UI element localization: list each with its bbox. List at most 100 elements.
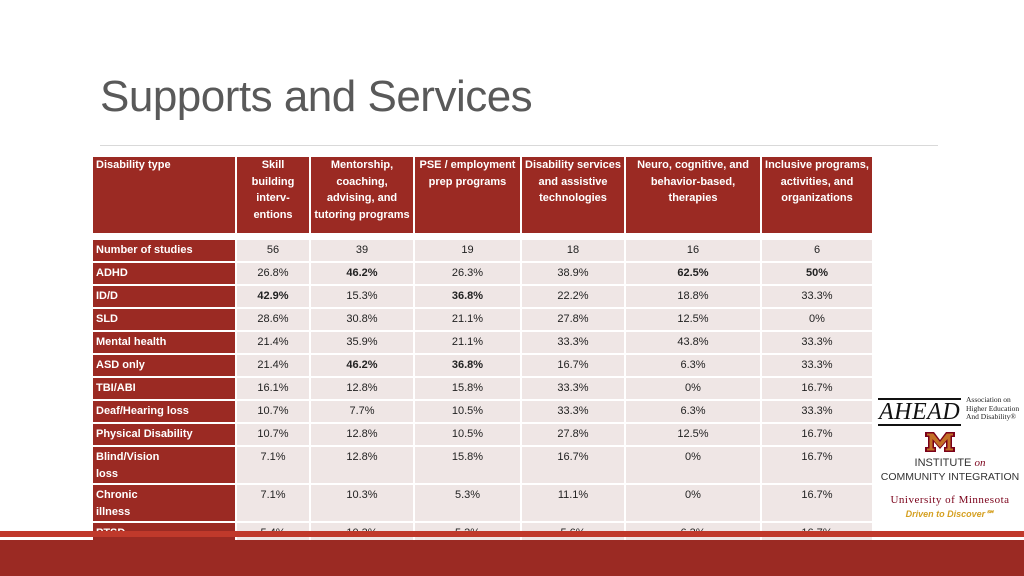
table-row: Blind/Vision loss 7.1% 12.8% 15.8% 16.7% 0% 16.… (93, 447, 872, 483)
table-cell: 7.7% (311, 401, 413, 422)
table-row: ID/D 42.9% 15.3% 36.8% 22.2% 18.8% 33.3% (93, 286, 872, 307)
table-cell: 50% (762, 263, 872, 284)
table-cell: 38.9% (522, 263, 624, 284)
table-cell: 36.8% (415, 355, 520, 376)
table-cell: 36.8% (415, 286, 520, 307)
row-label: ID/D (93, 286, 235, 307)
table-cell: 16.1% (237, 378, 309, 399)
table-cell: 33.3% (522, 401, 624, 422)
row-label: Chronic illness (93, 485, 235, 521)
header-neuro-therapies: Neuro, cognitive, and behavior-based, ther… (626, 157, 760, 233)
header-inclusive-programs: Inclusive programs, activities, and organi… (762, 157, 872, 233)
table-cell: 22.2% (522, 286, 624, 307)
table-row: Mental health 21.4% 35.9% 21.1% 33.3% 43.8% 33… (93, 332, 872, 353)
ici-name-line2: COMMUNITY INTEGRATION (880, 471, 1020, 483)
ahead-logo: AHEAD Association on Higher Education An… (878, 395, 1024, 430)
table-cell: 19 (415, 240, 520, 261)
table-cell: 10.5% (415, 424, 520, 445)
table-body: Number of studies 56 39 19 18 16 6 ADHD 26.8% 46.… (93, 240, 872, 544)
table-cell: 12.5% (626, 424, 760, 445)
ahead-wordmark: AHEAD (878, 398, 962, 426)
table-row: SLD 28.6% 30.8% 21.1% 27.8% 12.5% 0% (93, 309, 872, 330)
table-cell: 12.8% (311, 378, 413, 399)
table-cell: 10.5% (415, 401, 520, 422)
table-cell: 43.8% (626, 332, 760, 353)
table-cell: 12.8% (311, 424, 413, 445)
table-cell: 16.7% (522, 447, 624, 483)
table-cell: 7.1% (237, 485, 309, 521)
row-label: SLD (93, 309, 235, 330)
table-row: ASD only 21.4% 46.2% 36.8% 16.7% 6.3% 33.3% (93, 355, 872, 376)
table-cell: 27.8% (522, 309, 624, 330)
table-cell: 28.6% (237, 309, 309, 330)
table-cell: 0% (762, 309, 872, 330)
table-cell: 27.8% (522, 424, 624, 445)
footer-band (0, 540, 1024, 576)
table-cell: 56 (237, 240, 309, 261)
table-cell: 15.8% (415, 378, 520, 399)
row-label: Mental health (93, 332, 235, 353)
table-cell: 0% (626, 378, 760, 399)
table-cell: 21.1% (415, 332, 520, 353)
table-cell: 12.8% (311, 447, 413, 483)
supports-table: Disability type Skill building interv-ent… (91, 155, 874, 546)
table-cell: 12.5% (626, 309, 760, 330)
table-cell: 33.3% (762, 401, 872, 422)
table-cell: 26.3% (415, 263, 520, 284)
row-label: Physical Disability (93, 424, 235, 445)
umn-wordmark: University of Minnesota (890, 494, 1010, 506)
table-cell: 62.5% (626, 263, 760, 284)
table-cell: 15.3% (311, 286, 413, 307)
table-row: Chronic illness 7.1% 10.3% 5.3% 11.1% 0% 16.7% (93, 485, 872, 521)
umn-tagline: Driven to Discover℠ (905, 509, 995, 519)
table-cell: 46.2% (311, 355, 413, 376)
table-cell: 10.3% (311, 485, 413, 521)
table-row: Physical Disability 10.7% 12.8% 10.5% 27.8% 1… (93, 424, 872, 445)
table-cell: 26.8% (237, 263, 309, 284)
table-cell: 39 (311, 240, 413, 261)
table-cell: 33.3% (762, 332, 872, 353)
table-cell: 16.7% (762, 424, 872, 445)
ahead-subtitle: Association on Higher Education And Disa… (966, 395, 1020, 421)
table-cell: 7.1% (237, 447, 309, 483)
table-cell: 16.7% (522, 355, 624, 376)
row-label: Deaf/Hearing loss (93, 401, 235, 422)
table-cell: 46.2% (311, 263, 413, 284)
table-cell: 42.9% (237, 286, 309, 307)
table-row: Deaf/Hearing loss 10.7% 7.7% 10.5% 33.3% 6.3%… (93, 401, 872, 422)
table-cell: 16.7% (762, 485, 872, 521)
table-cell: 5.3% (415, 485, 520, 521)
table-cell: 6 (762, 240, 872, 261)
header-disability-type: Disability type (93, 157, 235, 233)
table-cell: 21.4% (237, 355, 309, 376)
table-cell: 16 (626, 240, 760, 261)
table-cell: 15.8% (415, 447, 520, 483)
partner-logos: AHEAD Association on Higher Education An… (876, 395, 1024, 526)
table-cell: 35.9% (311, 332, 413, 353)
table-cell: 21.1% (415, 309, 520, 330)
header-row: Disability type Skill building interv-ent… (93, 157, 872, 233)
table-cell: 33.3% (762, 355, 872, 376)
table-cell: 33.3% (522, 378, 624, 399)
row-label: ADHD (93, 263, 235, 284)
table-cell: 21.4% (237, 332, 309, 353)
table-cell: 0% (626, 485, 760, 521)
ici-name-line1: INSTITUTE on (914, 457, 986, 469)
table-cell: 11.1% (522, 485, 624, 521)
row-label: Number of studies (93, 240, 235, 261)
table-cell: 16.7% (762, 447, 872, 483)
table-row: TBI/ABI 16.1% 12.8% 15.8% 33.3% 0% 16.7% (93, 378, 872, 399)
row-label: ASD only (93, 355, 235, 376)
slide-title: Supports and Services (100, 72, 533, 121)
table-row: ADHD 26.8% 46.2% 26.3% 38.9% 62.5% 50% (93, 263, 872, 284)
header-skill-building: Skill building interv-entions (237, 157, 309, 233)
title-divider (100, 145, 938, 146)
table-cell: 30.8% (311, 309, 413, 330)
row-label: TBI/ABI (93, 378, 235, 399)
footer-stripe (0, 531, 1024, 537)
table-cell: 18.8% (626, 286, 760, 307)
table-cell: 6.3% (626, 401, 760, 422)
header-mentorship: Mentorship, coaching, advising, and tutorin… (311, 157, 413, 233)
table-cell: 33.3% (522, 332, 624, 353)
table-cell: 10.7% (237, 401, 309, 422)
